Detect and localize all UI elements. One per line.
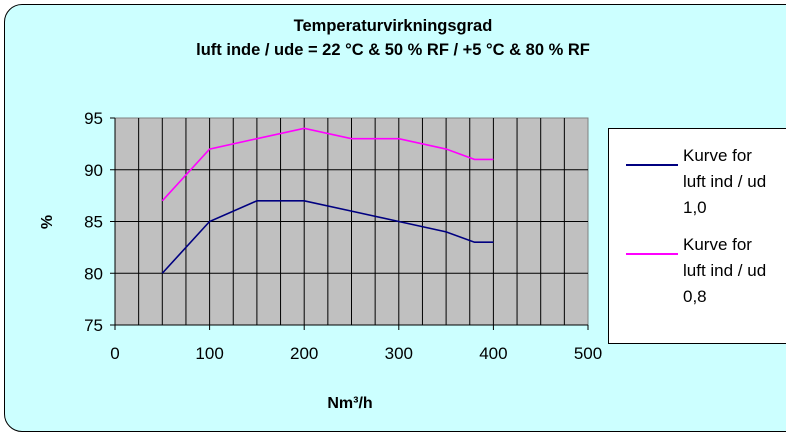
- axes: [110, 117, 589, 330]
- x-tick-label: 500: [574, 344, 602, 363]
- y-axis-label: %: [39, 215, 56, 229]
- legend: Kurve for luft ind / ud 1,0 Kurve for luf…: [608, 128, 786, 344]
- series-line-1: [161, 200, 494, 274]
- y-tick-label: 90: [84, 161, 103, 180]
- chart-title: Temperaturvirkningsgrad luft inde / ude …: [0, 14, 786, 62]
- legend-swatch: [626, 164, 678, 166]
- chart-title-line-2: luft inde / ude = 22 °C & 50 % RF / +5 °…: [196, 41, 590, 59]
- y-tick-label: 85: [84, 213, 103, 232]
- x-tick-label: 200: [290, 344, 318, 363]
- legend-label: Kurve for luft ind / ud 0,8: [683, 235, 767, 306]
- x-tick-label: 300: [385, 344, 413, 363]
- series-group: [161, 127, 494, 274]
- x-tick-label: 400: [479, 344, 507, 363]
- legend-label: Kurve for luft ind / ud 1,0: [683, 146, 767, 217]
- y-tick-label: 95: [84, 109, 103, 128]
- x-axis-label: Nm³/h: [327, 395, 372, 412]
- series-line-2: [161, 127, 494, 202]
- chart-title-line-1: Temperaturvirkningsgrad: [293, 17, 493, 35]
- x-tick-label: 0: [110, 344, 119, 363]
- y-tick-label: 80: [84, 264, 103, 283]
- legend-swatch: [626, 253, 678, 255]
- y-tick-label: 75: [84, 316, 103, 335]
- tick-labels: 0 100 200 300 400 500 75 80 85 90 95: [84, 109, 602, 363]
- x-tick-label: 100: [195, 344, 223, 363]
- grid: [115, 118, 588, 325]
